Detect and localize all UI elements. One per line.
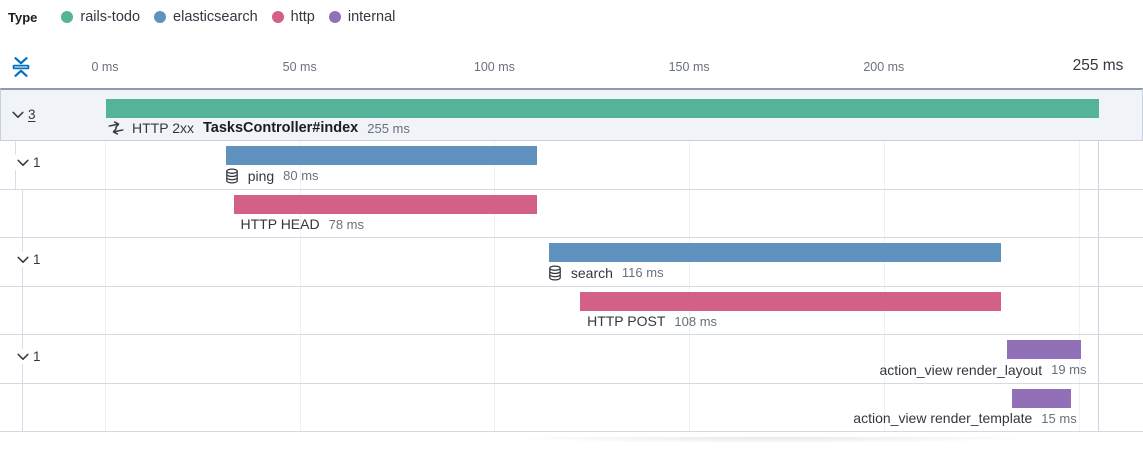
span-name: ping [247, 167, 275, 184]
database-icon [224, 167, 240, 184]
transaction-name: TasksController#index [202, 120, 359, 136]
child-count: 1 [33, 155, 41, 170]
span-name: action_view render_template [853, 410, 1033, 426]
transaction-label[interactable]: HTTP 2xx TasksController#index 255 ms [108, 120, 410, 136]
waterfall-row-transaction: 3 HTTP 2xx TasksController#index 255 ms [0, 88, 1143, 141]
duration-label: 15 ms [1041, 410, 1077, 426]
span-bar[interactable] [233, 194, 538, 214]
gridline [299, 141, 301, 432]
transaction-result: HTTP 2xx [132, 120, 194, 136]
span-label[interactable]: ping 80 ms [224, 168, 319, 184]
gridline [883, 141, 885, 432]
merge-icon [107, 119, 126, 138]
waterfall-row-span-http-post: HTTP POST 108 ms [0, 287, 1143, 335]
child-count-link[interactable]: 3 [28, 107, 36, 122]
gridline [105, 141, 106, 432]
chevron-down-icon [12, 111, 24, 118]
waterfall-row-span-http-head: HTTP HEAD 78 ms [0, 190, 1143, 238]
gridline [689, 141, 691, 432]
legend-item-http[interactable]: http [271, 9, 315, 25]
duration-label: 78 ms [328, 216, 364, 232]
span-name: HTTP POST [587, 313, 666, 329]
legend: Type rails-todo elasticsearch http inter… [8, 9, 395, 25]
legend-title: Type [8, 9, 38, 25]
service-color-dot [328, 11, 341, 23]
waterfall-row-span-render-template: action_view render_template 15 ms [0, 384, 1143, 432]
axis-tick-total-duration: 255 ms [1072, 57, 1124, 74]
fold-icon[interactable] [10, 56, 32, 80]
axis-tick: 200 ms [863, 60, 905, 74]
waterfall-row-span-search: 1 search 116 ms [0, 238, 1143, 287]
legend-item-rails-todo[interactable]: rails-todo [61, 9, 140, 25]
accordion-toggle[interactable]: 1 [14, 349, 43, 364]
span-name: HTTP HEAD [240, 216, 320, 232]
gridline [1078, 141, 1080, 432]
waterfall-row-span-render-layout: 1 action_view render_layout 19 ms [0, 335, 1143, 384]
chevron-down-icon [17, 159, 29, 166]
service-color-dot [61, 11, 74, 23]
span-label[interactable]: action_view render_template 15 ms [853, 410, 1076, 426]
waterfall-rows: 3 HTTP 2xx TasksController#index 255 ms [0, 88, 1143, 432]
axis-tick: 150 ms [668, 60, 710, 74]
duration-label: 255 ms [367, 120, 410, 136]
panel-bottom-shadow [408, 437, 1135, 446]
chevron-down-icon [17, 353, 29, 360]
span-bar[interactable] [1012, 388, 1071, 408]
service-color-dot [271, 11, 284, 23]
duration-label: 108 ms [674, 313, 718, 329]
chevron-down-icon [17, 256, 29, 263]
database-icon [547, 264, 563, 281]
legend-item-elasticsearch[interactable]: elasticsearch [154, 9, 258, 25]
span-bar[interactable] [580, 291, 1001, 311]
waterfall-row-span-ping: 1 ping 80 ms [0, 141, 1143, 190]
span-bar[interactable] [225, 146, 538, 165]
child-count: 1 [33, 349, 41, 364]
transaction-bar[interactable] [106, 99, 1099, 118]
legend-item-label: rails-todo [80, 9, 141, 25]
span-label[interactable]: action_view render_layout 19 ms [879, 362, 1086, 378]
tree-indent-guide [22, 190, 23, 432]
span-bar[interactable] [548, 243, 1001, 262]
duration-label: 19 ms [1051, 362, 1087, 377]
accordion-toggle[interactable]: 3 [9, 107, 38, 122]
waterfall-chart: 3 HTTP 2xx TasksController#index 255 ms [0, 88, 1143, 433]
axis-tick: 0 ms [91, 60, 119, 74]
accordion-toggle[interactable]: 1 [14, 252, 43, 267]
span-name: search [570, 264, 613, 281]
child-count: 1 [33, 252, 41, 267]
service-color-dot [154, 11, 167, 23]
gridline-trace-end [1098, 141, 1099, 432]
span-label[interactable]: HTTP HEAD 78 ms [241, 216, 365, 232]
span-bar[interactable] [1006, 340, 1081, 359]
legend-item-label: elasticsearch [173, 9, 258, 25]
duration-label: 116 ms [621, 265, 664, 280]
legend-item-label: internal [347, 9, 396, 25]
duration-label: 80 ms [283, 168, 319, 183]
accordion-toggle[interactable]: 1 [14, 155, 43, 170]
span-label[interactable]: HTTP POST 108 ms [587, 313, 717, 329]
legend-item-label: http [290, 9, 315, 25]
span-name: action_view render_layout [879, 361, 1043, 378]
axis-tick: 50 ms [282, 60, 317, 74]
legend-item-internal[interactable]: internal [328, 9, 396, 25]
span-label[interactable]: search 116 ms [547, 265, 664, 281]
axis-tick: 100 ms [473, 60, 515, 74]
gridline [494, 141, 496, 432]
